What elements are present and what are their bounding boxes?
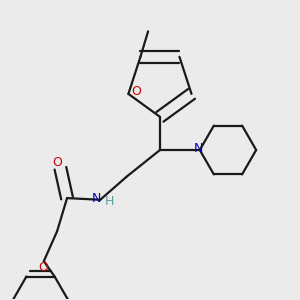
Text: N: N	[92, 192, 101, 205]
Text: O: O	[52, 156, 62, 169]
Text: O: O	[131, 85, 141, 98]
Text: O: O	[38, 261, 48, 274]
Text: N: N	[194, 142, 203, 155]
Text: H: H	[105, 195, 114, 208]
